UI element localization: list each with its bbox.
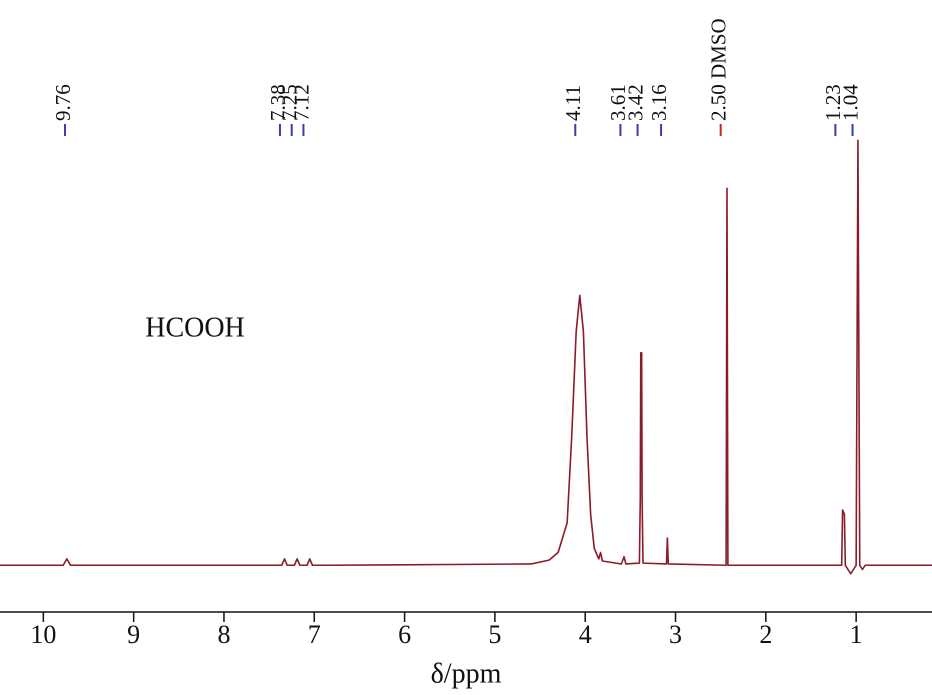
peak-label: 7.38 xyxy=(266,84,290,121)
x-tick-label: 4 xyxy=(579,620,592,649)
peak-label: 4.11 xyxy=(561,85,585,121)
annotation: HCOOH xyxy=(145,312,245,343)
peak-label: 1.23 xyxy=(821,84,845,121)
peak-label: 3.42 xyxy=(623,84,647,121)
peak-label: 2.50 DMSO xyxy=(706,18,730,121)
x-tick-label: 3 xyxy=(669,620,682,649)
x-tick-label: 9 xyxy=(127,620,140,649)
peak-label: 7.12 xyxy=(289,84,313,121)
x-tick-label: 10 xyxy=(30,620,56,649)
spectrum-line xyxy=(0,139,932,575)
x-tick-label: 8 xyxy=(217,620,230,649)
x-tick-label: 2 xyxy=(759,620,772,649)
x-tick-label: 5 xyxy=(488,620,501,649)
peak-label: 9.76 xyxy=(51,84,75,121)
x-tick-label: 6 xyxy=(398,620,411,649)
peak-label: 7.25 xyxy=(278,84,302,121)
x-tick-label: 1 xyxy=(850,620,863,649)
peak-label: 3.61 xyxy=(606,84,630,121)
x-tick-label: 7 xyxy=(308,620,321,649)
peak-label: 3.16 xyxy=(647,84,671,121)
x-axis-label: δ/ppm xyxy=(431,658,502,689)
peak-label: 1.04 xyxy=(838,84,862,121)
